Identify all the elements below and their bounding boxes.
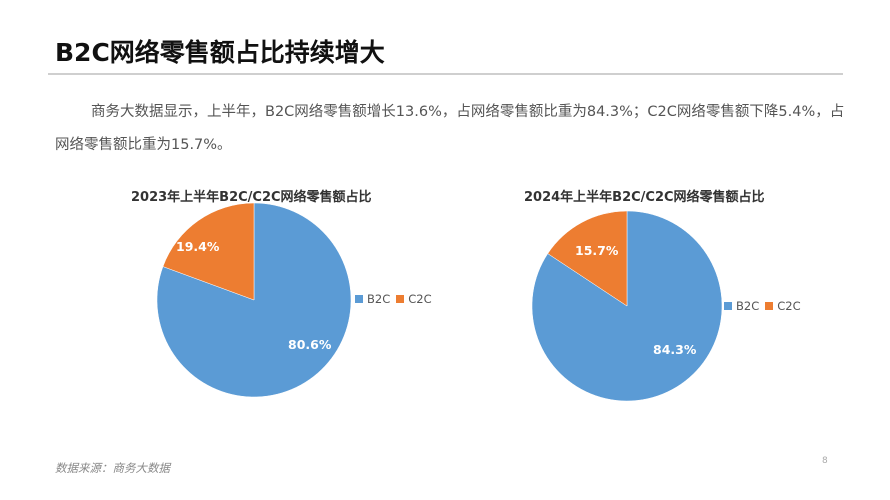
data-source-note: 数据来源：商务大数据 bbox=[55, 461, 170, 475]
pie-2024-b2c-label: 84.3% bbox=[653, 342, 697, 357]
chart-2023-legend: B2C C2C bbox=[355, 292, 432, 306]
legend-item-c2c: C2C bbox=[396, 292, 432, 306]
legend-label-c2c: C2C bbox=[777, 299, 801, 313]
pie-2023-c2c-label: 19.4% bbox=[176, 239, 220, 254]
b2c-swatch-icon bbox=[355, 295, 363, 303]
legend-label-b2c: B2C bbox=[367, 292, 391, 306]
legend-label-c2c: C2C bbox=[408, 292, 432, 306]
legend-item-b2c: B2C bbox=[355, 292, 390, 306]
pie-2023-b2c-label: 80.6% bbox=[288, 337, 332, 352]
legend-label-b2c: B2C bbox=[736, 299, 760, 313]
c2c-swatch-icon bbox=[396, 295, 405, 303]
chart-2024-legend: B2C C2C bbox=[724, 299, 801, 313]
pie-slice-b2c bbox=[157, 203, 351, 397]
c2c-swatch-icon bbox=[765, 302, 774, 310]
b2c-swatch-icon bbox=[724, 302, 732, 310]
pie-2024-c2c-label: 15.7% bbox=[575, 243, 619, 258]
chart-2023-title: 2023年上半年B2C/C2C网络零售额占比 bbox=[131, 190, 372, 205]
pie-chart-2023 bbox=[157, 203, 351, 397]
page-number: 8 bbox=[822, 456, 828, 466]
pie-chart-2024 bbox=[532, 211, 722, 401]
pie-slice-c2c bbox=[547, 211, 628, 307]
legend-item-c2c: C2C bbox=[765, 299, 801, 313]
pie-slice-c2c bbox=[162, 203, 255, 301]
page-title: B2C网络零售额占比持续增大 bbox=[55, 38, 385, 67]
summary-text: 商务大数据显示，上半年，B2C网络零售额增长13.6%，占网络零售额比重为84.… bbox=[55, 104, 845, 153]
chart-2024-title: 2024年上半年B2C/C2C网络零售额占比 bbox=[524, 190, 765, 205]
title-divider bbox=[48, 73, 843, 75]
legend-item-b2c: B2C bbox=[724, 299, 759, 313]
